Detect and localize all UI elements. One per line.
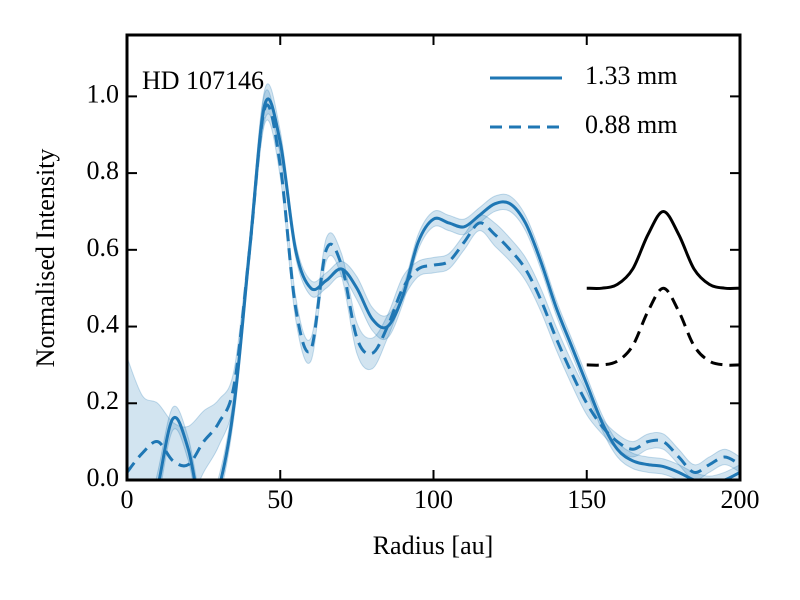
y-tick-label: 0.6 [87, 233, 120, 262]
legend-label: 0.88 mm [585, 110, 677, 139]
plot-area [127, 83, 740, 480]
series-line [157, 97, 740, 480]
x-tick-label: 50 [267, 485, 293, 514]
x-tick-label: 0 [121, 485, 134, 514]
y-axis-label: Normalised Intensity [31, 149, 60, 368]
beam-profile [586, 286, 740, 367]
beam-profile [586, 209, 740, 290]
x-axis-label: Radius [au] [373, 531, 494, 560]
legend-label: 1.33 mm [585, 61, 677, 90]
x-tick-label: 150 [567, 485, 606, 514]
y-tick-label: 0.8 [87, 156, 120, 185]
x-tick-label: 200 [721, 485, 760, 514]
x-tick-label: 100 [414, 485, 453, 514]
y-tick-label: 0.0 [87, 463, 120, 492]
error-band [155, 83, 740, 480]
annotation: HD 107146 [142, 66, 264, 95]
series-line [127, 103, 740, 474]
y-tick-label: 1.0 [87, 79, 120, 108]
y-tick-label: 0.4 [87, 310, 120, 339]
y-tick-label: 0.2 [87, 386, 120, 415]
